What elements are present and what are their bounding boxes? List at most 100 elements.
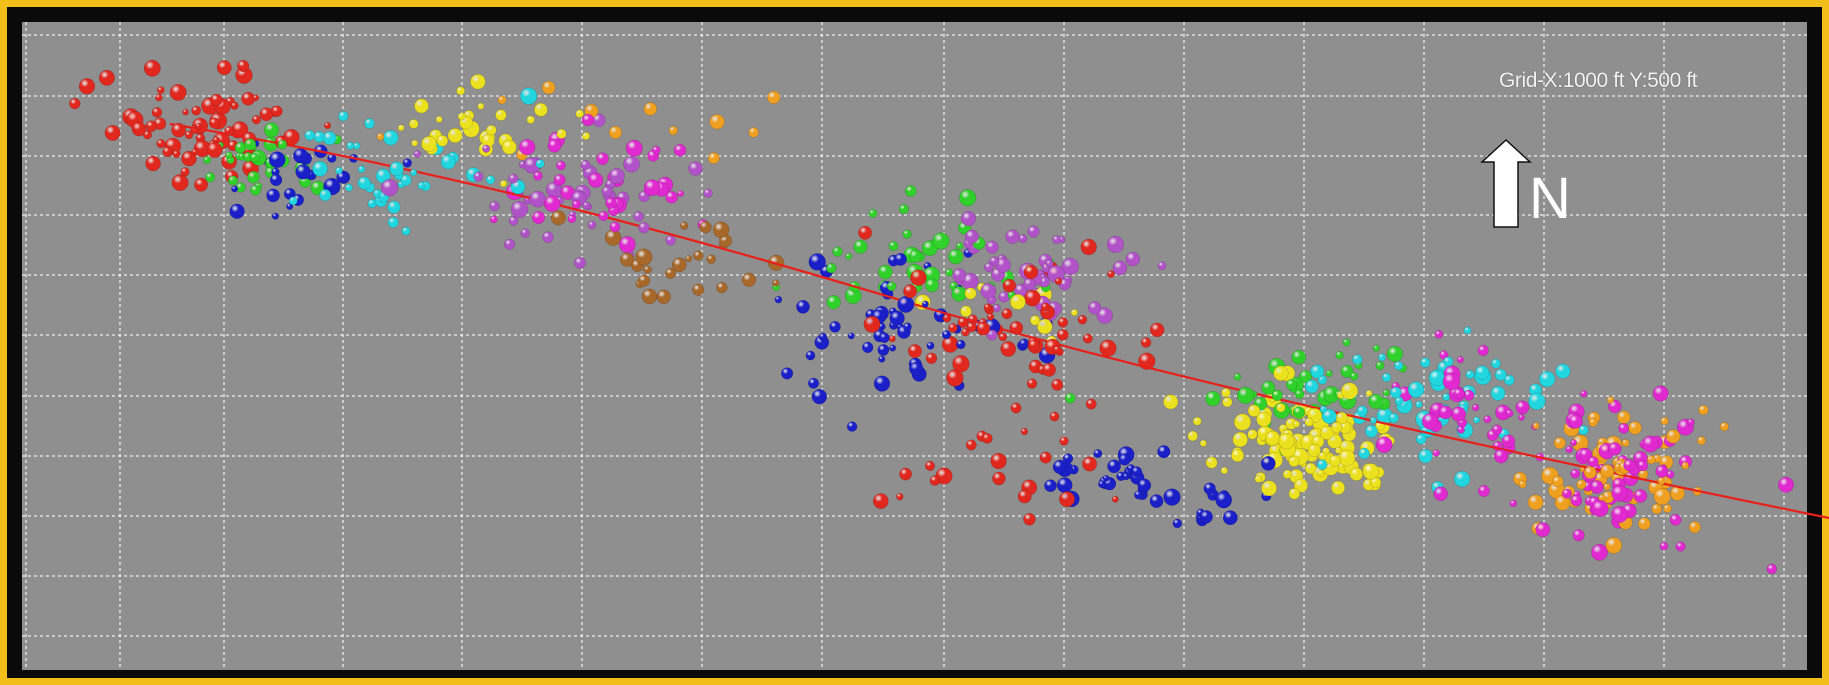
event-point-magenta [1659,541,1669,551]
event-point-blue [909,361,924,376]
event-point-magenta [643,179,661,197]
event-point-yellow [477,102,485,110]
event-point-orange [1653,488,1671,506]
event-point-yellow [1319,425,1335,441]
event-point-yellow [581,131,591,141]
event-point-yellow [1349,467,1364,481]
event-point-green [945,268,954,277]
event-point-green [932,232,950,250]
event-point-orange [1681,461,1690,470]
event-point-red [976,321,991,336]
event-point-cyan [335,166,343,175]
event-point-magenta [1438,405,1453,420]
event-point-red [143,59,161,77]
event-point-blue [1044,479,1057,493]
event-point-cyan [1490,385,1506,401]
event-point-green [908,249,922,263]
event-point-cyan [440,154,456,170]
event-point-cyan [1418,448,1433,464]
north-label: N [1529,166,1571,231]
event-point-green [203,156,211,164]
event-point-orange [1698,404,1709,416]
event-point-yellow [499,179,508,188]
event-point-green [1294,389,1305,400]
event-point-blue [941,330,952,340]
event-point-cyan [485,175,496,185]
event-point-red [323,122,332,130]
event-point-blue [1102,475,1110,482]
event-point-brown [741,272,757,287]
event-point-blue [829,321,841,333]
event-point-brown [550,210,566,226]
event-point-red [1080,238,1097,256]
event-point-yellow [397,124,405,132]
event-point-red [237,59,250,73]
event-point-blue [336,171,349,184]
event-point-purple [665,235,676,246]
event-point-red [858,225,873,240]
event-point-yellow [421,136,437,152]
event-point-purple [1045,259,1054,268]
event-point-magenta [1565,445,1574,454]
event-point-magenta [1611,485,1629,502]
event-point-magenta [1477,344,1489,356]
event-point-yellow [1220,466,1228,475]
event-point-red [180,167,190,177]
event-point-green [904,185,917,197]
event-point-magenta [1652,385,1669,402]
event-point-cyan [364,118,375,129]
event-point-blue [873,375,891,392]
north-arrow-icon [1480,138,1532,228]
event-point-cyan [357,165,366,174]
event-point-orange [1628,421,1642,435]
event-point-green [1340,364,1354,378]
event-point-blue [818,332,828,342]
event-point-yellow [1365,389,1373,397]
event-point-red [1111,495,1119,503]
event-point-brown [641,288,658,305]
event-point-magenta [1570,439,1578,447]
event-point-orange [1646,455,1656,465]
event-point-blue [921,300,929,308]
event-point-red [1053,345,1062,354]
event-point-red [990,452,1007,470]
event-point-orange [1603,483,1611,491]
event-point-blue [1107,459,1121,474]
event-point-yellow [1231,448,1245,463]
event-point-red [896,493,904,501]
event-point-red [1039,451,1052,464]
event-point-blue [293,148,309,164]
event-point-red [1059,436,1069,446]
event-point-cyan [1415,433,1427,445]
event-point-red [206,141,223,158]
event-point-green [1335,350,1344,360]
event-point-purple [1027,225,1040,238]
event-point-magenta [1509,499,1518,508]
event-point-red [1056,328,1069,341]
event-point-blue [295,164,311,180]
event-point-yellow [1192,416,1202,426]
event-point-magenta [651,145,661,155]
event-point-magenta [1766,563,1778,575]
event-point-red [961,328,970,337]
event-point-purple [1096,307,1113,324]
event-point-red [1054,277,1063,286]
event-point-red [78,78,96,95]
event-point-magenta [609,221,621,233]
event-point-cyan [1473,416,1481,424]
event-point-blue [1137,478,1152,493]
event-point-yellow [526,115,535,124]
event-point-cyan [1415,400,1423,409]
event-point-red [1009,321,1024,335]
event-point-yellow [575,109,584,118]
event-point-blue [231,185,239,193]
event-point-magenta [1501,434,1516,448]
event-point-red [271,105,283,117]
event-point-red [966,321,977,333]
event-point-magenta [1477,485,1490,497]
event-point-red [948,323,958,333]
event-point-green [1375,361,1385,371]
event-point-yellow [1293,478,1309,493]
event-point-red [142,130,153,140]
event-point-red [1051,378,1064,391]
